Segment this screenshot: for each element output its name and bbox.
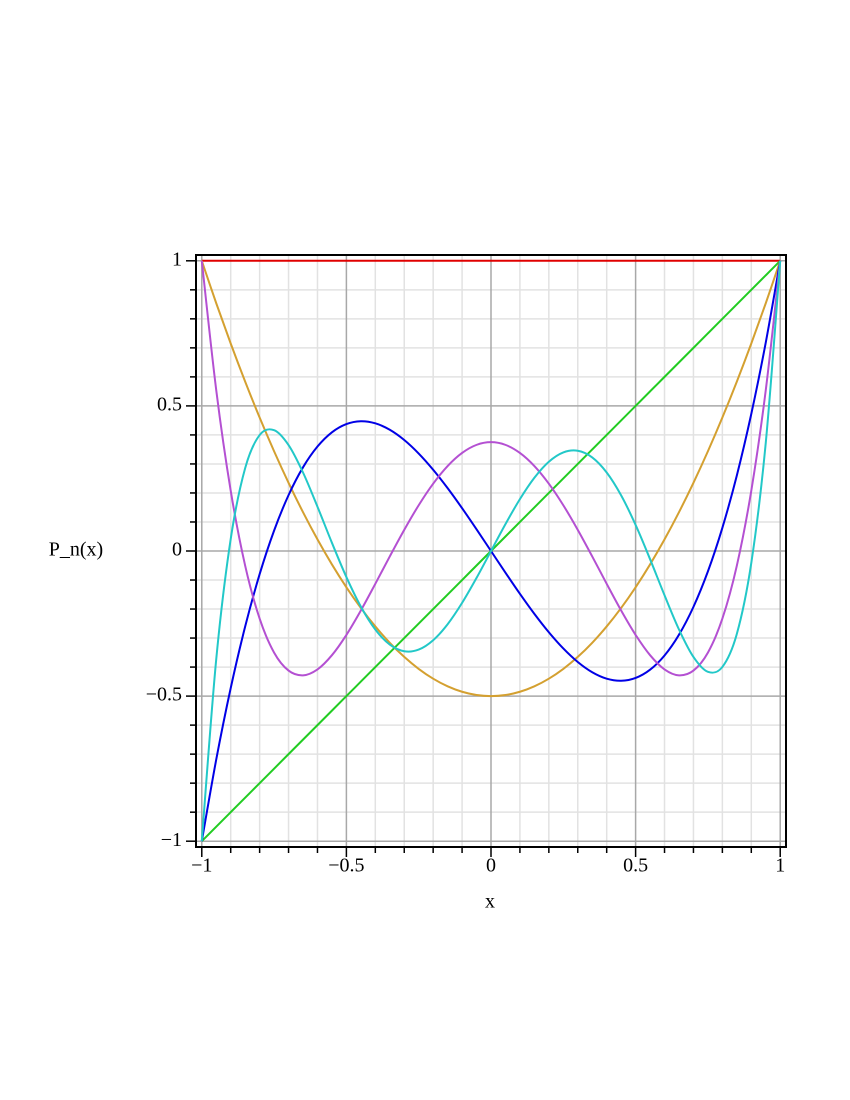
y-tick-label: −1 <box>161 829 182 851</box>
y-tick-label: 0.5 <box>157 393 182 415</box>
x-tick-label: 0 <box>486 855 496 877</box>
y-axis-label: P_n(x) <box>49 539 103 561</box>
y-tick-label: −0.5 <box>146 684 182 706</box>
curve <box>200 260 782 842</box>
x-tick-label: −0.5 <box>328 855 364 877</box>
y-tick-label: 0 <box>172 539 182 561</box>
curve <box>200 260 782 677</box>
curve <box>200 260 782 698</box>
y-tick-label: 1 <box>172 248 182 270</box>
x-tick-label: 1 <box>775 855 785 877</box>
x-tick-label: −1 <box>191 855 212 877</box>
x-tick-label: 0.5 <box>623 855 648 877</box>
x-axis-label: x <box>485 891 495 913</box>
plot-frame <box>195 254 787 848</box>
